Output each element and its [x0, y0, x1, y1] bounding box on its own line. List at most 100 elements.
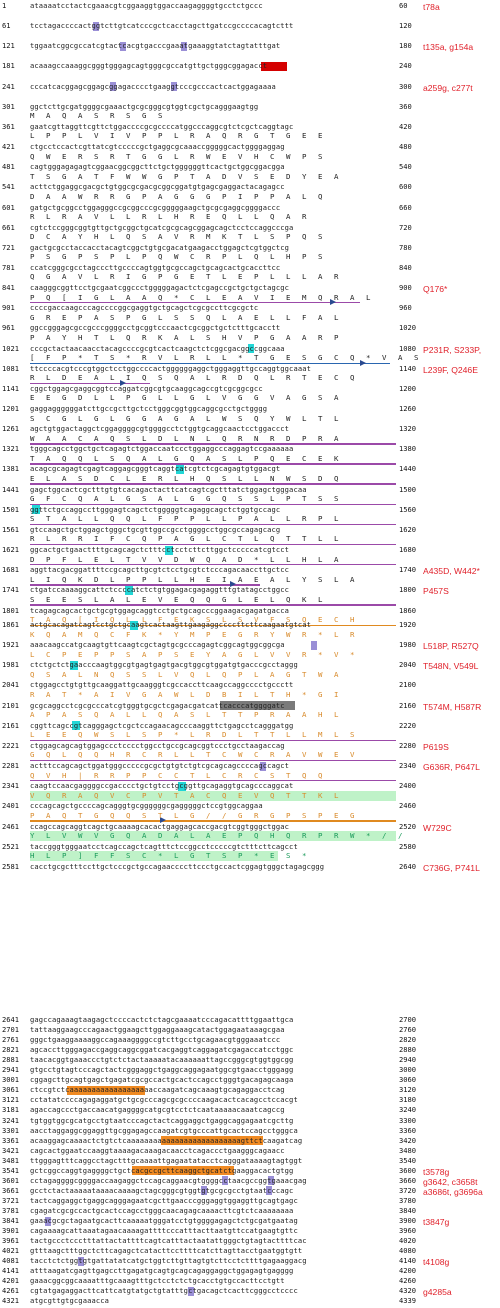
mutation-annotation: T574M, H587R [423, 701, 482, 712]
nucleotide-sequence: ctggagcagcagtggagccctcccctggcctgccgcagcg… [30, 740, 285, 750]
nucleotide-sequence: caagtccaacgaggggccgacccctgctgtcctgcggttg… [30, 781, 294, 791]
sequence-row: 661 cgtctccgggcggtgttgctgcggctgcatcgcgcag… [0, 221, 500, 235]
nucleotide-sequence: ctgcctccactcgttatcgtcccccgctgaggcgcaaacc… [30, 142, 285, 152]
mutation-annotation: L239F, Q246E [423, 364, 478, 375]
nucleotide-sequence: ggccgggagcgccgcccggggcctgcggtcccaactcgcg… [30, 323, 281, 333]
amino-acid-translation: V Q R A Q V C P V T A C Q E V Q T T K L [30, 790, 342, 800]
end-position: 480 [399, 142, 412, 152]
end-position: 60 [399, 1, 408, 10]
end-position: 540 [399, 162, 412, 172]
sequence-row: 2641 gagccagaaagtaagagctccccactctctagcgaa… [0, 1013, 500, 1027]
reading-frame-underline [30, 564, 396, 566]
mutation-annotation: g4285a [423, 1287, 452, 1298]
nucleotide-sequence: gtccaagctgctggagctgggctgcgttggccgcctgggg… [30, 524, 281, 534]
start-position: 3061 [2, 1085, 20, 1095]
start-position: 1861 [2, 620, 20, 629]
nucleotide-sequence: acagcgcagagtcgagtcaggagcgggtcaggtcatcgtc… [30, 464, 281, 474]
end-position: 1320 [399, 424, 417, 434]
sequence-row: 1 ataaaatcctactcgaaacgtcggaaggtggaccaagag… [0, 0, 500, 13]
start-position: 3301 [2, 1125, 20, 1135]
start-position: 1081 [2, 363, 20, 373]
amino-acid-translation: T A Q [ I Q L L F E K S L S V F S Q E C … [30, 615, 358, 624]
amino-acid-translation: G F C Q A L G S A L G G Q S S L P T S S [30, 494, 342, 504]
end-position: 960 [399, 303, 412, 313]
sequence-row: 241 cccatcacggagcggagcggagacccctgaaggtccc… [0, 80, 500, 94]
start-position: 961 [2, 323, 15, 333]
nucleotide-sequence: agaccagccctgaccaacatgaggggcatgcgtcctctca… [30, 1105, 285, 1115]
nucleotide-sequence: cagtgggagagagtcggaacggcggcttctgctggggggt… [30, 162, 285, 172]
sequence-row: 361 gaatcgttaggttcgttctggaccccgcgccccatgg… [0, 120, 500, 134]
start-position: 1201 [2, 404, 20, 413]
amino-acid-translation: A P A S Q A L L Q A S L T T P R A A H L [30, 710, 342, 720]
amino-acid-translation: [ F P * T S * R V L R L L * T G E S G C … [30, 353, 422, 363]
start-position: 1981 [2, 660, 20, 670]
reading-frame-underline [30, 739, 396, 742]
amino-acid-translation: R L R R I F C Q P A G L C T L Q T T L L [30, 534, 342, 544]
nucleotide-sequence: aggttacgacggattttccgcagcttgcgtctcctgcgtc… [30, 565, 290, 575]
amino-acid-translation: T A Q Q L S Q A L G Q A S L P Q E C E K [30, 453, 342, 463]
sequence-row: 2881 taacacggtgaaaccctgtctctactaaaaatacaa… [0, 1053, 500, 1067]
mutation-annotation: t135a, g154a [423, 42, 474, 53]
nucleotide-sequence: ctggagcctgtgttgcaaggattgcaagggtcgccacctt… [30, 680, 294, 690]
start-position: 2821 [2, 1045, 20, 1055]
sequence-row: 3061 ctccgtctcaaaaaaaaaaaaaaaaaaaccaagatc… [0, 1083, 500, 1097]
sequence-row: 1801 tcagagcagcactgctgcgtggagcaggtcctgctg… [0, 604, 500, 618]
nucleotide-sequence: cgtctccgggcggtgttgctgcggctgcatcgcgcagcgg… [30, 222, 294, 232]
nucleotide-sequence: gcctctactaaaaataaaacaaaagctagcgggcgtggtg… [30, 1185, 294, 1195]
sequence-row: 841 caagggcggttcctgcgaatcggccctgggggagact… [0, 281, 500, 295]
nucleotide-sequence: gagctggcactcgctttgtgtcacagactacttcatcagt… [30, 484, 307, 494]
end-position: 2520 [399, 821, 417, 831]
translation-band [30, 831, 396, 841]
start-position: 241 [2, 81, 15, 91]
mutation-annotation: g3642, c3658t [423, 1176, 478, 1187]
start-position: 1021 [2, 343, 20, 353]
mutation-annotation: P231R, S233P, [423, 344, 482, 355]
mutation-annotation: A435D, W442* [423, 566, 480, 577]
sequence-row: 481 cagtgggagagagtcggaacggcggcttctgctgggg… [0, 160, 500, 174]
reading-frame-underline [30, 759, 396, 762]
end-position: 1260 [399, 404, 417, 413]
start-position: 721 [2, 242, 15, 252]
end-position: 1440 [399, 464, 417, 474]
sequence-row: 1441 gagctggcactcgctttgtgtcacagactacttcat… [0, 483, 500, 497]
reading-frame-underline [30, 503, 396, 505]
amino-acid-translation: S C G L G L G G A G A L W S Q Y W L T L [30, 413, 342, 423]
mutation-highlight [220, 701, 295, 711]
mutation-highlight [176, 464, 184, 474]
sequence-row: 3181 agaccagccctgaccaacatgaggggcatgcgtcct… [0, 1103, 500, 1117]
mutation-annotation: G636R, P647L [423, 762, 480, 773]
end-position: 3720 [399, 1185, 417, 1195]
end-position: 1980 [399, 640, 417, 650]
mutation-annotation: Q176* [423, 284, 448, 295]
end-position: 3900 [399, 1216, 417, 1225]
poly-a-highlight [132, 1166, 234, 1176]
nucleotide-sequence: actttccagcagctggatgggcccccgcgctgtgtctgtc… [30, 761, 290, 771]
start-position: 2761 [2, 1035, 20, 1045]
sequence-row: 721 gactgcgcctaccacctacagtcggctgtgcgacatg… [0, 241, 500, 255]
sequence-row: 2221 ctggagcagcagtggagccctcccctggcctgccgc… [0, 739, 500, 753]
start-position: 2461 [2, 821, 20, 831]
sequence-row: 3541 gctcggccaggtgaggggctgctcacgccgcttcaa… [0, 1164, 500, 1178]
end-position: 2460 [399, 801, 417, 811]
mutation-highlight [120, 41, 126, 51]
end-position: 2640 [399, 861, 417, 871]
start-position: 3481 [2, 1155, 20, 1165]
sequence-row: 1321 tgggcagcctggctgctcagagtctggaccaatccc… [0, 442, 500, 456]
end-position: 120 [399, 21, 412, 31]
mutation-highlight [93, 21, 99, 31]
nucleotide-sequence: gagccagaaagtaagagctccccactctctagcgaaaatc… [30, 1015, 294, 1024]
reading-frame-underline [30, 604, 396, 606]
sequence-row: 2041 ctggagcctgtgttgcaaggattgcaagggtcgcca… [0, 678, 500, 692]
nucleotide-sequence: gaatcgttaggttcgttctggaccccgcgccccatggccc… [30, 121, 294, 131]
mutation-annotation: a3686t, g3696a [423, 1186, 483, 1197]
start-position: 2581 [2, 861, 20, 871]
start-position: 3781 [2, 1205, 20, 1215]
nucleotide-sequence: caagggcggttcctgcgaatcggccctgggggagactctc… [30, 283, 290, 293]
end-position: 900 [399, 283, 412, 293]
sequence-row: 2581 cacctgcgctttccttgctcccgctgccagaacccc… [0, 860, 500, 874]
end-position: 2220 [399, 720, 417, 730]
sequence-row: 1381 acagcgcagagtcgagtcaggagcgggtcaggtcat… [0, 462, 500, 476]
end-position: 1140 [399, 363, 417, 373]
end-position: 420 [399, 121, 412, 131]
